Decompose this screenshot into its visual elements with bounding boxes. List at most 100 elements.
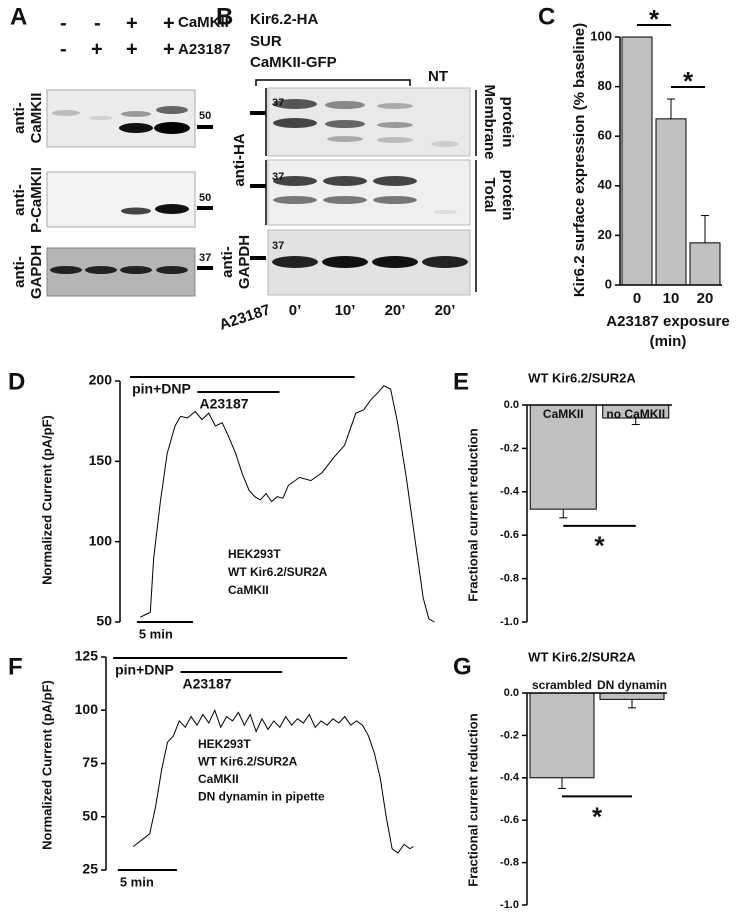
scale-bar-label: 5 min [120,874,154,889]
band [373,196,417,204]
sign: + [126,38,138,60]
mw-marker: 37 [272,171,284,183]
construct: SUR [250,33,282,50]
significance-label: * [649,4,660,34]
band [121,207,151,215]
fraction: protein [499,97,516,148]
panel-label: F [8,653,23,680]
blot-membrane [46,171,196,228]
band [325,101,365,109]
sign: - [60,12,67,34]
y-tick-label: 100 [75,701,99,717]
fraction: Total [481,178,498,213]
antibody: anti-HA [231,133,248,186]
y-tick-label: 50 [82,807,98,823]
y-axis-label: Kir6.2 surface expression (% baseline) [571,23,588,297]
significance-label: * [592,801,603,831]
bar [655,118,687,286]
y-tick-label: -0.4 [500,772,520,784]
y-axis-label: Normalized Current (pA/pF) [39,415,54,585]
x-tick-label: 20 [697,290,714,307]
y-tick-label: 75 [82,754,98,770]
treatment-label: pin+DNP [132,381,191,397]
antibody: anti- [11,184,28,216]
band [273,118,317,128]
sign: + [91,38,103,60]
band [156,266,188,274]
sign: + [163,12,175,34]
x-tick-label: CaMKII [543,407,584,421]
antibody: GAPDH [236,235,253,289]
band [273,99,317,109]
mw-marker: 50 [199,110,211,122]
band [327,136,363,142]
note: WT Kir6.2/SUR2A [198,755,298,769]
antibody: CaMKII [28,93,45,144]
bracket [255,79,411,86]
significance-label: * [683,66,694,96]
y-tick-label: 60 [598,128,612,143]
x-axis-label: A23187 exposure [606,313,729,330]
y-tick-label: 0 [605,276,612,291]
note: WT Kir6.2/SUR2A [228,565,328,579]
trace [132,708,414,854]
y-tick-label: 0.0 [504,687,519,699]
band [272,256,318,268]
time-label: 0’ [289,302,302,319]
band [373,176,417,186]
band [155,204,189,214]
condition: CaMKII [178,14,229,31]
y-axis-label: Fractional current reduction [465,428,480,601]
y-tick-label: -0.8 [500,857,519,869]
y-tick-label: 100 [590,28,612,43]
blot-b: Kir6.2-HA SUR CaMKII-GFP NT 37 37 [217,11,516,334]
mw-marker: 37 [199,252,211,264]
y-tick-label: 0.0 [504,399,519,411]
antibody: anti- [219,246,236,278]
y-tick-label: 50 [96,613,112,629]
band [372,256,418,268]
band [422,256,468,268]
panel-label: C [538,3,555,30]
y-tick-label: -0.6 [500,814,519,826]
band [50,266,82,274]
bar [529,404,597,510]
y-tick-label: -0.6 [500,529,519,541]
sign: - [60,38,67,60]
antibody: P-CaMKII [28,167,45,233]
note: CaMKII [198,772,239,786]
mw-marker: 50 [199,192,211,204]
note: HEK293T [228,547,281,561]
antibody: GAPDH [28,245,45,299]
band [85,266,117,274]
treatment-label: A23187 [182,676,231,692]
time-label: 10’ [335,302,356,319]
bar [621,36,653,286]
bar [689,242,721,286]
panel-label: D [8,368,25,395]
band [325,120,365,128]
y-tick-label: -0.2 [500,729,519,741]
blot-a: - - + + CaMKII - + + + A23187 anti- CaMK… [11,12,231,299]
treatment-label: pin+DNP [115,662,174,678]
band [273,176,317,186]
band [121,111,151,117]
sign: + [163,38,175,60]
note: HEK293T [198,737,251,751]
y-tick-label: -1.0 [500,899,519,911]
sign: + [126,12,138,34]
y-tick-label: 200 [89,372,113,388]
y-tick-label: 100 [89,532,113,548]
treatment-label: A23187 [199,396,248,412]
band [323,176,367,186]
panel-label: G [453,653,472,680]
antibody: anti- [11,256,28,288]
y-axis-label: Fractional current reduction [465,713,480,886]
x-tick-label: DN dynamin [597,678,667,692]
band [377,122,413,128]
y-tick-label: 25 [82,861,98,877]
band [377,137,413,143]
band [154,122,190,134]
x-tick-label: scrambled [532,678,592,692]
